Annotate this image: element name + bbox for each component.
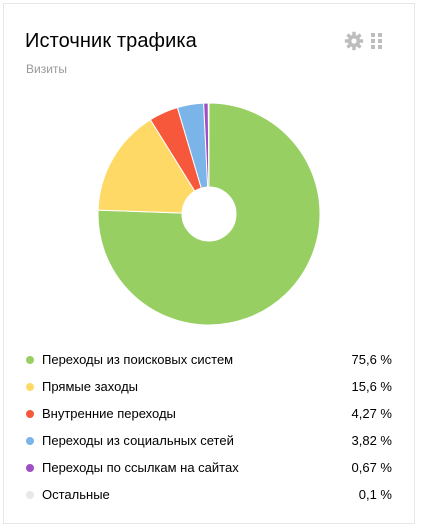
pie-slice-5[interactable] — [207, 102, 210, 188]
legend-dot-icon — [26, 436, 34, 445]
widget-title: Источник трафика — [25, 30, 197, 52]
traffic-source-widget: Источник трафика Визиты Переходы из поис… — [3, 3, 415, 524]
legend-value: 15,6 % — [351, 379, 392, 394]
legend-label: Переходы по ссылкам на сайтах — [42, 460, 239, 475]
legend-label: Переходы из поисковых систем — [42, 352, 234, 367]
gear-icon[interactable] — [344, 31, 364, 51]
donut-chart — [97, 102, 321, 326]
legend-value: 0,67 % — [351, 460, 392, 475]
legend-value: 0,1 % — [358, 487, 392, 502]
legend-item[interactable]: Внутренние переходы 4,27 % — [26, 400, 392, 427]
legend-dot-icon — [26, 463, 34, 472]
legend-dot-icon — [26, 382, 34, 391]
legend-item[interactable]: Остальные 0,1 % — [26, 481, 392, 508]
legend-item[interactable]: Переходы по ссылкам на сайтах 0,67 % — [26, 454, 392, 481]
drag-handle-icon[interactable] — [371, 33, 383, 49]
legend-label: Прямые заходы — [42, 379, 139, 394]
legend-dot-icon — [26, 409, 34, 418]
legend-dot-icon — [26, 490, 34, 499]
widget-subtitle: Визиты — [26, 62, 68, 76]
legend-value: 3,82 % — [351, 433, 392, 448]
legend-value: 4,27 % — [351, 406, 392, 421]
legend-item[interactable]: Переходы из поисковых систем 75,6 % — [26, 346, 392, 373]
legend-item[interactable]: Переходы из социальных сетей 3,82 % — [26, 427, 392, 454]
legend-item[interactable]: Прямые заходы 15,6 % — [26, 373, 392, 400]
legend-value: 75,6 % — [351, 352, 392, 367]
legend-label: Переходы из социальных сетей — [42, 433, 234, 448]
legend-label: Внутренние переходы — [42, 406, 176, 421]
donut-hole — [182, 187, 236, 241]
legend-label: Остальные — [42, 487, 110, 502]
legend-dot-icon — [26, 355, 34, 364]
chart-legend: Переходы из поисковых систем 75,6 % Прямые… — [26, 346, 392, 508]
